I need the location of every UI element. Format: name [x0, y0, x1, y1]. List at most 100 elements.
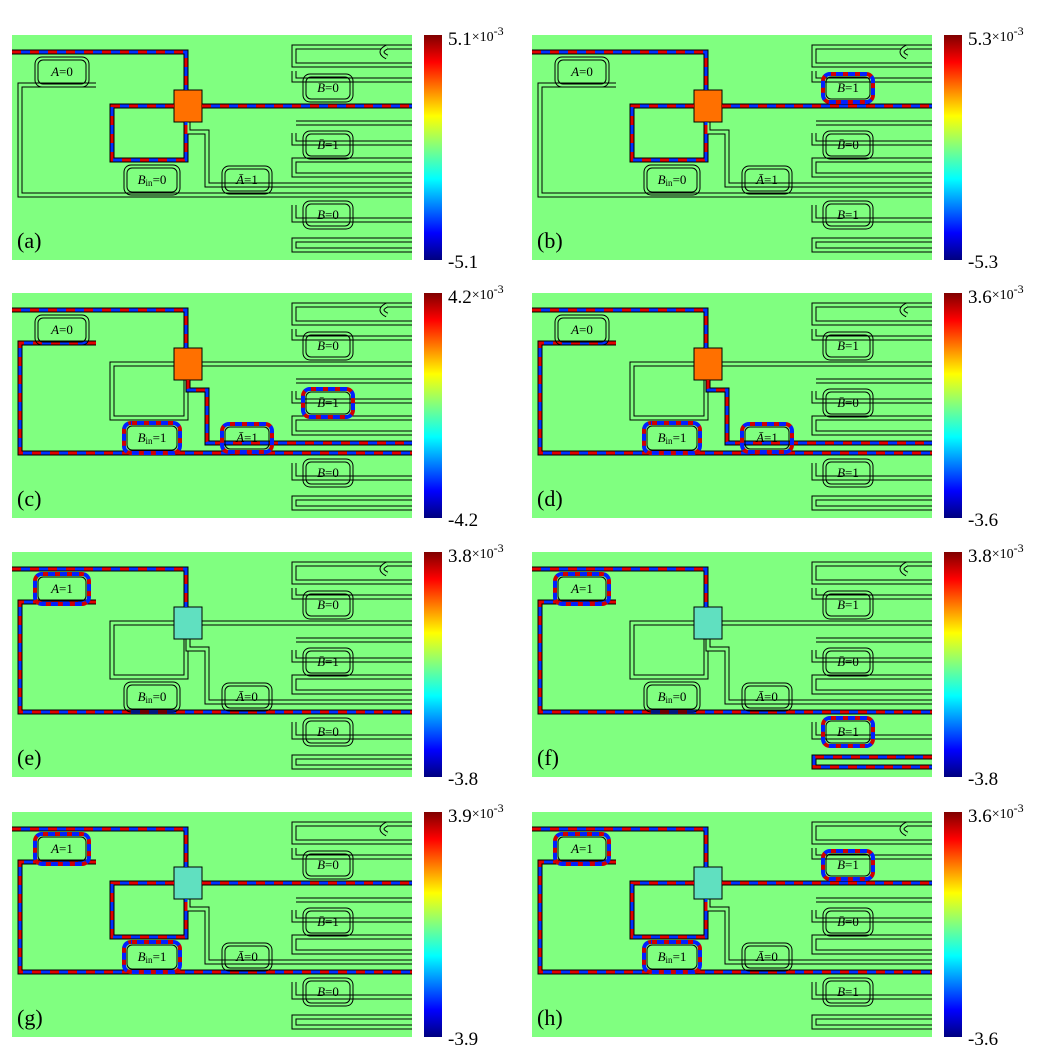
ring-value: =0	[845, 137, 859, 152]
colorbar-max: 3.6×10-3	[968, 801, 1024, 827]
panel-label: (d)	[537, 486, 563, 511]
ring-value: =0	[845, 395, 859, 410]
colorbar-max-value: 3.8	[968, 546, 992, 567]
colorbar-min: -4.2	[448, 510, 478, 531]
ring-value: =1	[673, 949, 687, 964]
ring-value: =0	[244, 949, 258, 964]
coupler	[174, 607, 202, 639]
colorbar	[424, 552, 442, 777]
ring-label: B=1	[837, 465, 859, 480]
colorbar-min: -3.6	[968, 1029, 998, 1046]
colorbar-multiplier: ×10	[992, 547, 1014, 562]
ring-label: Bin=0	[658, 172, 687, 188]
ring-symbol: B̄	[317, 137, 325, 152]
ring-symbol: B	[658, 689, 666, 704]
ring-symbol: B	[658, 430, 666, 445]
colorbar-max: 5.3×10-3	[968, 24, 1024, 50]
colorbar-min: -3.6	[968, 510, 998, 531]
ring-value: =0	[59, 322, 73, 337]
ring-symbol: B̄	[837, 654, 845, 669]
coupler	[174, 867, 202, 899]
ring-symbol: B	[317, 857, 325, 872]
ring-symbol: Ā	[235, 172, 244, 187]
ring-symbol: B	[837, 80, 845, 95]
ring-label: B̄=1	[317, 654, 339, 669]
panel: A=1B=1B̄=0Bin=1Ā=0B=1(h)3.6×10-3-3.6	[532, 801, 1024, 1046]
ring-label: B̄=1	[317, 914, 339, 929]
ring-symbol: Ā	[235, 689, 244, 704]
ring-value: =1	[845, 857, 859, 872]
panel-label: (e)	[17, 745, 41, 770]
ring-value: =0	[325, 597, 339, 612]
panel: A=0B=1B̄=0Bin=0Ā=1B=1(b)5.3×10-3-5.3	[532, 24, 1024, 273]
ring-symbol: B̄	[837, 137, 845, 152]
ring-symbol: A	[50, 581, 59, 596]
ring-symbol: B	[837, 724, 845, 739]
ring-label: Bin=0	[138, 172, 167, 188]
ring-label: B̄=0	[837, 137, 859, 152]
colorbar-max: 3.9×10-3	[448, 801, 504, 827]
ring-label: B=0	[317, 724, 339, 739]
figure: A=0B=0B̄=1Bin=0Ā=1B=0(a)5.1×10-3-5.1A=0B…	[0, 0, 1059, 1046]
ring-symbol: B̄	[317, 395, 325, 410]
ring-value: =0	[325, 465, 339, 480]
ring-symbol: A	[570, 581, 579, 596]
ring-symbol: Ā	[755, 430, 764, 445]
ring-value: =0	[579, 64, 593, 79]
panel-label: (b)	[537, 228, 563, 253]
ring-value: =1	[579, 581, 593, 596]
ring-label: Bin=0	[138, 689, 167, 705]
ring-label: B=1	[837, 857, 859, 872]
colorbar-min: -3.8	[968, 769, 998, 790]
colorbar-max-value: 5.1	[448, 29, 472, 50]
ring-value: =1	[845, 984, 859, 999]
ring-label: B̄=1	[317, 137, 339, 152]
ring-symbol: B̄	[317, 654, 325, 669]
colorbar	[944, 552, 962, 777]
ring-label: B=1	[837, 984, 859, 999]
ring-value: =1	[325, 137, 339, 152]
ring-value: =1	[845, 80, 859, 95]
ring-value: =0	[325, 207, 339, 222]
ring-symbol: B	[317, 207, 325, 222]
panel: A=1B=1B̄=0Bin=0Ā=0B=1(f)3.8×10-3-3.8	[532, 541, 1024, 790]
coupler	[694, 607, 722, 639]
ring-label: A=0	[570, 64, 593, 79]
ring-label: A=1	[50, 581, 73, 596]
colorbar-exponent: -3	[494, 282, 504, 296]
ring-symbol: A	[570, 322, 579, 337]
ring-value: =0	[153, 689, 167, 704]
ring-value: =1	[153, 430, 167, 445]
ring-label: A=1	[570, 581, 593, 596]
panel: A=0B=0B̄=1Bin=0Ā=1B=0(a)5.1×10-3-5.1	[12, 24, 504, 273]
ring-value: =1	[244, 172, 258, 187]
ring-symbol: B	[317, 338, 325, 353]
ring-value: =1	[845, 338, 859, 353]
ring-symbol: B	[138, 689, 146, 704]
ring-symbol: A	[50, 64, 59, 79]
ring-symbol: B	[837, 857, 845, 872]
ring-label: Ā=1	[755, 430, 778, 445]
ring-value: =1	[764, 430, 778, 445]
ring-label: A=0	[50, 322, 73, 337]
colorbar	[424, 812, 442, 1037]
ring-symbol: B	[317, 465, 325, 480]
ring-value: =1	[59, 581, 73, 596]
ring-label: B=0	[317, 338, 339, 353]
ring-value: =0	[153, 172, 167, 187]
colorbar-multiplier: ×10	[472, 30, 494, 45]
colorbar-max-value: 5.3	[968, 29, 992, 50]
panel: A=1B=0B̄=1Bin=0Ā=0B=0(e)3.8×10-3-3.8	[12, 541, 504, 790]
colorbar-max-value: 3.6	[968, 806, 992, 827]
colorbar	[944, 812, 962, 1037]
ring-value: =1	[244, 430, 258, 445]
ring-value: =0	[579, 322, 593, 337]
colorbar-max: 3.8×10-3	[968, 541, 1024, 567]
ring-label: B=1	[837, 597, 859, 612]
ring-label: Ā=0	[235, 689, 258, 704]
ring-value: =1	[845, 597, 859, 612]
ring-label: A=0	[570, 322, 593, 337]
ring-value: =0	[325, 338, 339, 353]
panel-label: (f)	[537, 745, 559, 770]
colorbar-max: 3.6×10-3	[968, 282, 1024, 308]
